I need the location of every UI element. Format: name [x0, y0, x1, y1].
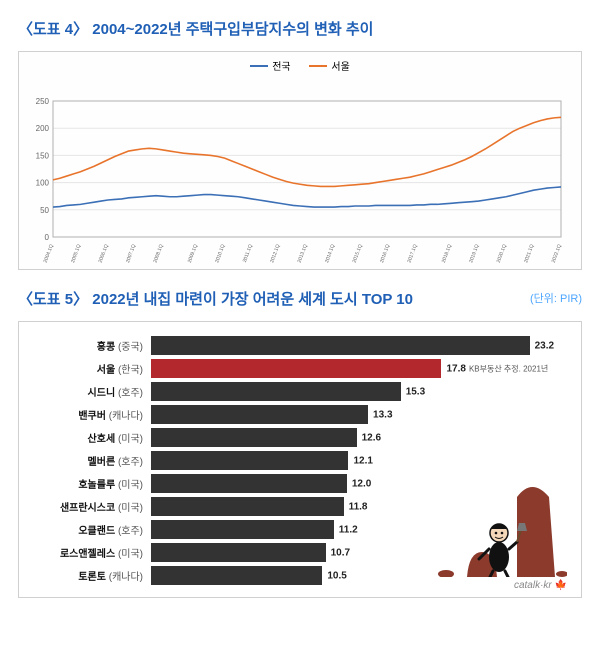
bar-fill: 13.3	[151, 405, 368, 424]
bar-label: 산호세 (미국)	[29, 430, 151, 445]
bar-track: 17.8KB부동산 추정. 2021년	[151, 359, 571, 378]
line-chart-container: 전국 서울 0 50 100 150 200 250 2004.1Q 2005.1Q 2006.…	[18, 51, 582, 270]
svg-text:2018.1Q: 2018.1Q	[441, 244, 453, 264]
svg-text:250: 250	[36, 97, 50, 106]
svg-text:2022.1Q: 2022.1Q	[551, 244, 563, 264]
bar-fill: 15.3	[151, 382, 401, 401]
bar-label: 토론토 (캐나다)	[29, 568, 151, 583]
bar-fill: 12.0	[151, 474, 347, 493]
bar-value: 10.5	[322, 570, 346, 581]
svg-text:2010.1Q: 2010.1Q	[214, 244, 226, 264]
bar-track: 12.6	[151, 428, 571, 447]
bar-note: KB부동산 추정. 2021년	[469, 364, 548, 373]
bar-label: 밴쿠버 (캐나다)	[29, 407, 151, 422]
bar-value: 13.3	[368, 409, 392, 420]
bar-value: 11.2	[334, 524, 358, 535]
svg-text:0: 0	[45, 233, 50, 242]
legend-label-national: 전국	[272, 58, 290, 73]
illustration-cartoon	[437, 467, 567, 577]
bar-track: 23.2	[151, 336, 571, 355]
bar-label: 오클랜드 (호주)	[29, 522, 151, 537]
bar-value: 15.3	[401, 386, 425, 397]
bar-fill: 11.2	[151, 520, 334, 539]
bar-value: 12.1	[348, 455, 372, 466]
footer-text: catalk·kr	[514, 580, 552, 591]
legend-label-seoul: 서울	[331, 58, 349, 73]
legend-swatch-national	[250, 65, 268, 67]
bar-row: 밴쿠버 (캐나다)13.3	[29, 405, 571, 424]
svg-text:100: 100	[36, 179, 50, 188]
svg-text:2017.1Q: 2017.1Q	[407, 244, 419, 264]
bar-fill: 10.5	[151, 566, 322, 585]
bar-value: 10.7	[326, 547, 350, 558]
chart4-title: 〈도표 4〉 2004~2022년 주택구입부담지수의 변화 추이	[18, 18, 582, 39]
bar-value: 11.8	[344, 501, 368, 512]
bar-fill: 11.8	[151, 497, 344, 516]
chart5-title-text: 〈도표 5〉 2022년 내집 마련이 가장 어려운 세계 도시 TOP 10	[18, 291, 413, 308]
svg-text:2015.1Q: 2015.1Q	[352, 244, 364, 264]
chart5-unit: (단위: PIR)	[530, 290, 582, 306]
bar-fill: 10.7	[151, 543, 326, 562]
svg-text:2016.1Q: 2016.1Q	[379, 244, 391, 264]
bar-label: 홍콩 (중국)	[29, 338, 151, 353]
footer-logo: catalk·kr 🍁	[514, 580, 567, 591]
maple-leaf-icon: 🍁	[555, 580, 567, 591]
chart5-title: 〈도표 5〉 2022년 내집 마련이 가장 어려운 세계 도시 TOP 10 …	[18, 288, 582, 309]
bar-value: 12.0	[347, 478, 371, 489]
bar-chart-container: 홍콩 (중국)23.2서울 (한국)17.8KB부동산 추정. 2021년시드니…	[18, 321, 582, 598]
svg-text:2009.1Q: 2009.1Q	[187, 244, 199, 264]
bar-fill: 23.2	[151, 336, 530, 355]
svg-text:2006.1Q: 2006.1Q	[98, 244, 110, 264]
bar-track: 13.3	[151, 405, 571, 424]
svg-text:2012.1Q: 2012.1Q	[269, 244, 281, 264]
svg-text:2019.1Q: 2019.1Q	[468, 244, 480, 264]
svg-text:50: 50	[40, 206, 49, 215]
svg-text:2014.1Q: 2014.1Q	[324, 244, 336, 264]
bar-value: 17.8KB부동산 추정. 2021년	[441, 363, 548, 374]
bar-label: 멜버른 (호주)	[29, 453, 151, 468]
bar-fill: 12.1	[151, 451, 348, 470]
bar-label: 로스앤젤레스 (미국)	[29, 545, 151, 560]
svg-text:150: 150	[36, 151, 50, 160]
bar-label: 호놀룰루 (미국)	[29, 476, 151, 491]
bar-fill: 17.8KB부동산 추정. 2021년	[151, 359, 441, 378]
svg-text:2011.1Q: 2011.1Q	[242, 244, 254, 264]
line-chart-svg: 0 50 100 150 200 250 2004.1Q 2005.1Q 2006.1Q 2007…	[25, 77, 565, 267]
bar-label: 시드니 (호주)	[29, 384, 151, 399]
svg-text:200: 200	[36, 124, 50, 133]
legend-item-seoul: 서울	[309, 58, 349, 73]
legend-swatch-seoul	[309, 65, 327, 67]
svg-text:2005.1Q: 2005.1Q	[70, 244, 82, 264]
bar-track: 15.3	[151, 382, 571, 401]
bar-row: 홍콩 (중국)23.2	[29, 336, 571, 355]
bar-row: 산호세 (미국)12.6	[29, 428, 571, 447]
bar-label: 서울 (한국)	[29, 361, 151, 376]
svg-text:2007.1Q: 2007.1Q	[125, 244, 137, 264]
bar-value: 12.6	[357, 432, 381, 443]
legend: 전국 서울	[25, 58, 575, 73]
svg-text:2008.1Q: 2008.1Q	[153, 244, 165, 264]
svg-text:2021.1Q: 2021.1Q	[523, 244, 535, 264]
svg-text:2020.1Q: 2020.1Q	[496, 244, 508, 264]
legend-item-national: 전국	[250, 58, 290, 73]
bar-row: 시드니 (호주)15.3	[29, 382, 571, 401]
svg-text:2004.1Q: 2004.1Q	[43, 244, 55, 264]
bar-row: 서울 (한국)17.8KB부동산 추정. 2021년	[29, 359, 571, 378]
bar-value: 23.2	[530, 340, 554, 351]
svg-text:2013.1Q: 2013.1Q	[297, 244, 309, 264]
bar-label: 샌프란시스코 (미국)	[29, 499, 151, 514]
bar-fill: 12.6	[151, 428, 357, 447]
